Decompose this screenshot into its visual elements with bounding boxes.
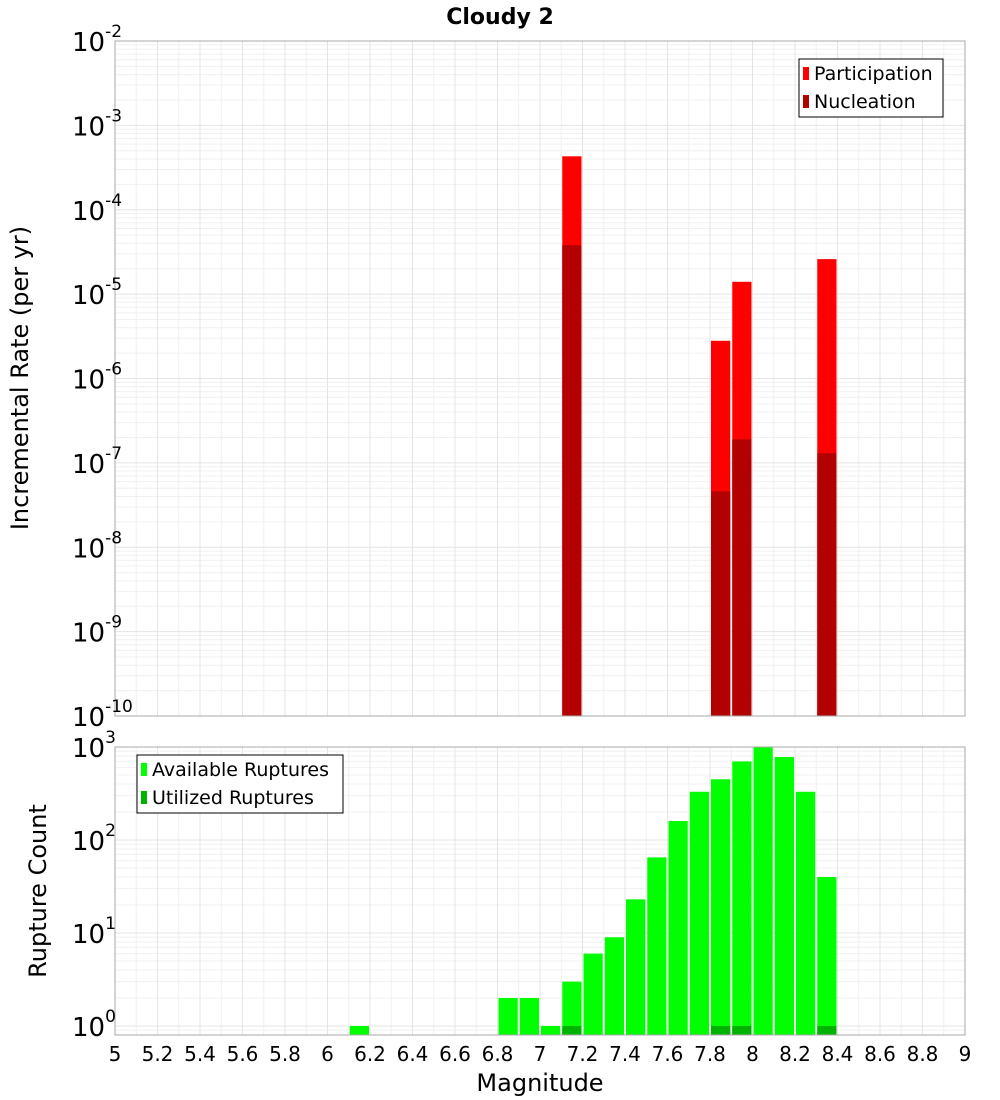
x-tick-label: 7.2	[567, 1042, 599, 1066]
count-bar	[541, 1025, 561, 1035]
rate-y-tick-labels: 10-10 10-9 10-8 10-7 10-6 10-5 10-4 10-3 10-2	[72, 22, 133, 733]
x-tick-label: 7.8	[694, 1042, 726, 1066]
y-tick-label: 10-3	[72, 106, 122, 142]
count-series-0	[349, 747, 837, 1035]
x-tick-label: 6	[321, 1042, 334, 1066]
count-panel: 100 101 102 103 Available Ruptures Utilized R…	[72, 728, 966, 1043]
rate-panel: 10-10 10-9 10-8 10-7 10-6 10-5 10-4 10-3 10-2 Par…	[72, 22, 966, 733]
legend-box	[136, 754, 344, 814]
count-bar	[668, 821, 688, 1035]
legend-label: Available Ruptures	[152, 759, 329, 781]
chart-title: Cloudy 2	[446, 5, 554, 30]
legend-box	[798, 58, 944, 118]
rate-bar	[732, 439, 752, 716]
legend-swatch	[803, 67, 809, 80]
x-tick-label: 5	[109, 1042, 122, 1066]
count-bar	[817, 877, 837, 1035]
bottom-y-axis-title: Rupture Count	[24, 804, 52, 978]
count-y-tick-labels: 100 101 102 103	[72, 728, 116, 1043]
legend-label: Nucleation	[814, 91, 916, 113]
count-bar	[647, 857, 667, 1035]
count-plot-border	[114, 746, 966, 1036]
x-tick-label: 7	[534, 1042, 547, 1066]
x-tick-label: 6.6	[439, 1042, 471, 1066]
y-tick-label: 10-8	[72, 528, 122, 564]
y-tick-label: 100	[72, 1007, 116, 1043]
y-tick-label: 10-10	[72, 697, 133, 733]
x-tick-label: 8	[746, 1042, 759, 1066]
x-tick-label: 7.4	[609, 1042, 641, 1066]
y-tick-label: 10-5	[72, 275, 122, 311]
y-tick-label: 10-6	[72, 360, 122, 396]
count-bar	[689, 791, 709, 1035]
rate-series-1	[562, 245, 837, 717]
count-legend: Available Ruptures Utilized Ruptures	[136, 754, 344, 814]
x-tick-label: 8.2	[779, 1042, 811, 1066]
x-tick-label: 7.6	[652, 1042, 684, 1066]
legend-swatch	[141, 791, 147, 804]
x-tick-label: 6.2	[354, 1042, 386, 1066]
count-bar	[817, 1025, 837, 1035]
top-y-axis-title: Incremental Rate (per yr)	[6, 226, 34, 530]
count-bar	[774, 757, 794, 1035]
x-tick-label: 9	[959, 1042, 972, 1066]
count-bar	[732, 761, 752, 1035]
legend-label: Participation	[814, 63, 933, 85]
count-series-1	[562, 1025, 837, 1035]
count-bar	[519, 997, 539, 1035]
x-tick-label: 8.4	[822, 1042, 854, 1066]
y-tick-label: 102	[72, 821, 116, 857]
count-bar	[711, 779, 731, 1035]
count-bar	[349, 1025, 369, 1035]
legend-label: Utilized Ruptures	[152, 787, 314, 809]
y-tick-label: 10-2	[72, 22, 122, 58]
y-tick-label: 10-7	[72, 444, 122, 480]
rate-bar	[817, 453, 837, 716]
count-bar	[562, 981, 582, 1035]
count-bar	[753, 747, 773, 1035]
count-bar	[583, 953, 603, 1035]
x-tick-label: 5.4	[184, 1042, 216, 1066]
x-tick-label: 8.8	[907, 1042, 939, 1066]
count-bar	[562, 1025, 582, 1035]
rate-plot-border	[114, 40, 966, 717]
count-bar	[498, 997, 518, 1035]
count-bar	[796, 791, 816, 1035]
legend-swatch	[803, 95, 809, 108]
x-axis-title: Magnitude	[476, 1069, 603, 1097]
count-bar	[711, 1025, 731, 1035]
count-bar	[604, 937, 624, 1035]
rate-legend: Participation Nucleation	[798, 58, 944, 118]
x-tick-labels: 5 5.2 5.4 5.6 5.8 6 6.2 6.4 6.6 6.8 7 7.2 7.4 7.6 7.8 8…	[109, 1042, 972, 1066]
legend-swatch	[141, 763, 147, 776]
y-tick-label: 10-9	[72, 613, 122, 649]
count-bar	[732, 1025, 752, 1035]
rate-bar	[711, 491, 731, 716]
x-tick-label: 5.8	[269, 1042, 301, 1066]
y-tick-label: 103	[72, 728, 116, 764]
rate-bar	[562, 245, 582, 717]
x-tick-label: 5.2	[142, 1042, 174, 1066]
x-tick-label: 8.6	[864, 1042, 896, 1066]
x-tick-label: 5.6	[227, 1042, 259, 1066]
y-tick-label: 10-4	[72, 191, 122, 227]
y-tick-label: 101	[72, 914, 116, 950]
count-bar	[626, 899, 646, 1035]
x-tick-label: 6.4	[397, 1042, 429, 1066]
x-tick-label: 6.8	[482, 1042, 514, 1066]
